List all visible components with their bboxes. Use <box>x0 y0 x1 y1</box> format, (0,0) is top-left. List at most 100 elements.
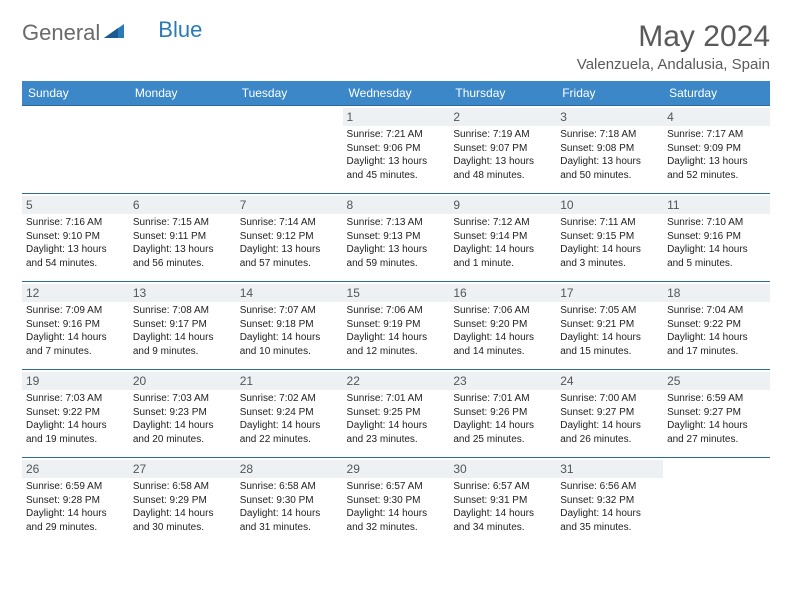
day-number: 26 <box>22 460 129 478</box>
week-row: 5 Sunrise: 7:16 AMSunset: 9:10 PMDaylight… <box>22 194 770 282</box>
day-cell: 27 Sunrise: 6:58 AMSunset: 9:29 PMDayligh… <box>129 458 236 546</box>
day-number: 24 <box>556 372 663 390</box>
day-cell: 2Sunrise: 7:19 AMSunset: 9:07 PMDaylight… <box>449 106 556 194</box>
day-cell: 26 Sunrise: 6:59 AMSunset: 9:28 PMDayligh… <box>22 458 129 546</box>
day-cell: 29Sunrise: 6:57 AMSunset: 9:30 PMDayligh… <box>343 458 450 546</box>
day-number: 13 <box>129 284 236 302</box>
day-number: 10 <box>556 196 663 214</box>
week-row: 1 Sunrise: 7:21 AMSunset: 9:06 PMDaylight… <box>22 106 770 194</box>
day-number: 17 <box>556 284 663 302</box>
day-cell <box>22 106 129 194</box>
day-info: Sunrise: 7:08 AMSunset: 9:17 PMDaylight:… <box>133 304 232 358</box>
day-number: 16 <box>449 284 556 302</box>
day-number: 27 <box>129 460 236 478</box>
day-info: Sunrise: 7:06 AMSunset: 9:20 PMDaylight:… <box>453 304 552 358</box>
day-number: 25 <box>663 372 770 390</box>
day-number: 19 <box>22 372 129 390</box>
day-info: Sunrise: 7:10 AMSunset: 9:16 PMDaylight:… <box>667 216 766 270</box>
day-cell: 14Sunrise: 7:07 AMSunset: 9:18 PMDayligh… <box>236 282 343 370</box>
day-info: Sunrise: 6:58 AMSunset: 9:29 PMDaylight:… <box>133 480 232 534</box>
day-cell: 18Sunrise: 7:04 AMSunset: 9:22 PMDayligh… <box>663 282 770 370</box>
day-info: Sunrise: 7:07 AMSunset: 9:18 PMDaylight:… <box>240 304 339 358</box>
day-cell: 25 Sunrise: 6:59 AMSunset: 9:27 PMDayligh… <box>663 370 770 458</box>
logo-triangle-icon <box>104 22 126 45</box>
week-row: 12 Sunrise: 7:09 AMSunset: 9:16 PMDayligh… <box>22 282 770 370</box>
month-title: May 2024 <box>577 20 770 54</box>
day-cell: 4Sunrise: 7:17 AMSunset: 9:09 PMDaylight… <box>663 106 770 194</box>
day-info: Sunrise: 6:59 AMSunset: 9:27 PMDaylight:… <box>667 392 766 446</box>
day-info: Sunrise: 7:16 AMSunset: 9:10 PMDaylight:… <box>26 216 125 270</box>
logo-text-blue: Blue <box>158 17 202 43</box>
day-info: Sunrise: 7:05 AMSunset: 9:21 PMDaylight:… <box>560 304 659 358</box>
day-number: 22 <box>343 372 450 390</box>
day-info: Sunrise: 7:02 AMSunset: 9:24 PMDaylight:… <box>240 392 339 446</box>
logo: General Blue <box>22 20 202 46</box>
day-number: 1 <box>343 108 450 126</box>
day-number: 8 <box>343 196 450 214</box>
title-block: May 2024 Valenzuela, Andalusia, Spain <box>577 20 770 73</box>
calendar-body: 1 Sunrise: 7:21 AMSunset: 9:06 PMDaylight… <box>22 106 770 546</box>
day-header: Monday <box>129 81 236 106</box>
day-cell: 31Sunrise: 6:56 AMSunset: 9:32 PMDayligh… <box>556 458 663 546</box>
day-info: Sunrise: 7:01 AMSunset: 9:26 PMDaylight:… <box>453 392 552 446</box>
day-cell: 8 Sunrise: 7:13 AMSunset: 9:13 PMDaylight… <box>343 194 450 282</box>
day-cell: 5 Sunrise: 7:16 AMSunset: 9:10 PMDaylight… <box>22 194 129 282</box>
day-info: Sunrise: 6:58 AMSunset: 9:30 PMDaylight:… <box>240 480 339 534</box>
logo-text-general: General <box>22 20 100 46</box>
day-number: 12 <box>22 284 129 302</box>
location-text: Valenzuela, Andalusia, Spain <box>577 56 770 73</box>
day-cell: 30 Sunrise: 6:57 AMSunset: 9:31 PMDayligh… <box>449 458 556 546</box>
day-number: 5 <box>22 196 129 214</box>
day-cell: 22 Sunrise: 7:01 AMSunset: 9:25 PMDayligh… <box>343 370 450 458</box>
day-number: 28 <box>236 460 343 478</box>
day-cell <box>663 458 770 546</box>
day-info: Sunrise: 6:57 AMSunset: 9:31 PMDaylight:… <box>453 480 552 534</box>
day-number: 20 <box>129 372 236 390</box>
day-number: 11 <box>663 196 770 214</box>
day-cell: 23 Sunrise: 7:01 AMSunset: 9:26 PMDayligh… <box>449 370 556 458</box>
day-number: 30 <box>449 460 556 478</box>
day-header: Wednesday <box>343 81 450 106</box>
day-info: Sunrise: 7:06 AMSunset: 9:19 PMDaylight:… <box>347 304 446 358</box>
day-cell: 21 Sunrise: 7:02 AMSunset: 9:24 PMDayligh… <box>236 370 343 458</box>
day-info: Sunrise: 7:01 AMSunset: 9:25 PMDaylight:… <box>347 392 446 446</box>
day-cell <box>129 106 236 194</box>
day-info: Sunrise: 7:19 AMSunset: 9:07 PMDaylight:… <box>453 128 552 182</box>
day-cell: 12 Sunrise: 7:09 AMSunset: 9:16 PMDayligh… <box>22 282 129 370</box>
day-number: 15 <box>343 284 450 302</box>
day-info: Sunrise: 7:17 AMSunset: 9:09 PMDaylight:… <box>667 128 766 182</box>
page-header: General Blue May 2024 Valenzuela, Andalu… <box>22 20 770 73</box>
day-cell: 24 Sunrise: 7:00 AMSunset: 9:27 PMDayligh… <box>556 370 663 458</box>
day-info: Sunrise: 6:57 AMSunset: 9:30 PMDaylight:… <box>347 480 446 534</box>
day-number: 21 <box>236 372 343 390</box>
day-info: Sunrise: 7:12 AMSunset: 9:14 PMDaylight:… <box>453 216 552 270</box>
day-info: Sunrise: 7:18 AMSunset: 9:08 PMDaylight:… <box>560 128 659 182</box>
day-info: Sunrise: 7:03 AMSunset: 9:23 PMDaylight:… <box>133 392 232 446</box>
day-cell <box>236 106 343 194</box>
calendar-page: General Blue May 2024 Valenzuela, Andalu… <box>0 0 792 566</box>
day-cell: 9Sunrise: 7:12 AMSunset: 9:14 PMDaylight… <box>449 194 556 282</box>
day-number: 23 <box>449 372 556 390</box>
day-cell: 6Sunrise: 7:15 AMSunset: 9:11 PMDaylight… <box>129 194 236 282</box>
week-row: 19 Sunrise: 7:03 AMSunset: 9:22 PMDayligh… <box>22 370 770 458</box>
day-cell: 15 Sunrise: 7:06 AMSunset: 9:19 PMDayligh… <box>343 282 450 370</box>
day-cell: 28 Sunrise: 6:58 AMSunset: 9:30 PMDayligh… <box>236 458 343 546</box>
day-number: 3 <box>556 108 663 126</box>
day-info: Sunrise: 7:09 AMSunset: 9:16 PMDaylight:… <box>26 304 125 358</box>
day-info: Sunrise: 7:00 AMSunset: 9:27 PMDaylight:… <box>560 392 659 446</box>
day-info: Sunrise: 7:03 AMSunset: 9:22 PMDaylight:… <box>26 392 125 446</box>
day-header: Tuesday <box>236 81 343 106</box>
day-header: Thursday <box>449 81 556 106</box>
day-info: Sunrise: 6:59 AMSunset: 9:28 PMDaylight:… <box>26 480 125 534</box>
day-info: Sunrise: 7:15 AMSunset: 9:11 PMDaylight:… <box>133 216 232 270</box>
day-cell: 13 Sunrise: 7:08 AMSunset: 9:17 PMDayligh… <box>129 282 236 370</box>
day-info: Sunrise: 7:21 AMSunset: 9:06 PMDaylight:… <box>347 128 446 182</box>
day-cell: 7 Sunrise: 7:14 AMSunset: 9:12 PMDaylight… <box>236 194 343 282</box>
day-cell: 20 Sunrise: 7:03 AMSunset: 9:23 PMDayligh… <box>129 370 236 458</box>
day-header: Saturday <box>663 81 770 106</box>
day-number: 7 <box>236 196 343 214</box>
day-info: Sunrise: 7:14 AMSunset: 9:12 PMDaylight:… <box>240 216 339 270</box>
day-cell: 17 Sunrise: 7:05 AMSunset: 9:21 PMDayligh… <box>556 282 663 370</box>
day-info: Sunrise: 6:56 AMSunset: 9:32 PMDaylight:… <box>560 480 659 534</box>
day-info: Sunrise: 7:13 AMSunset: 9:13 PMDaylight:… <box>347 216 446 270</box>
